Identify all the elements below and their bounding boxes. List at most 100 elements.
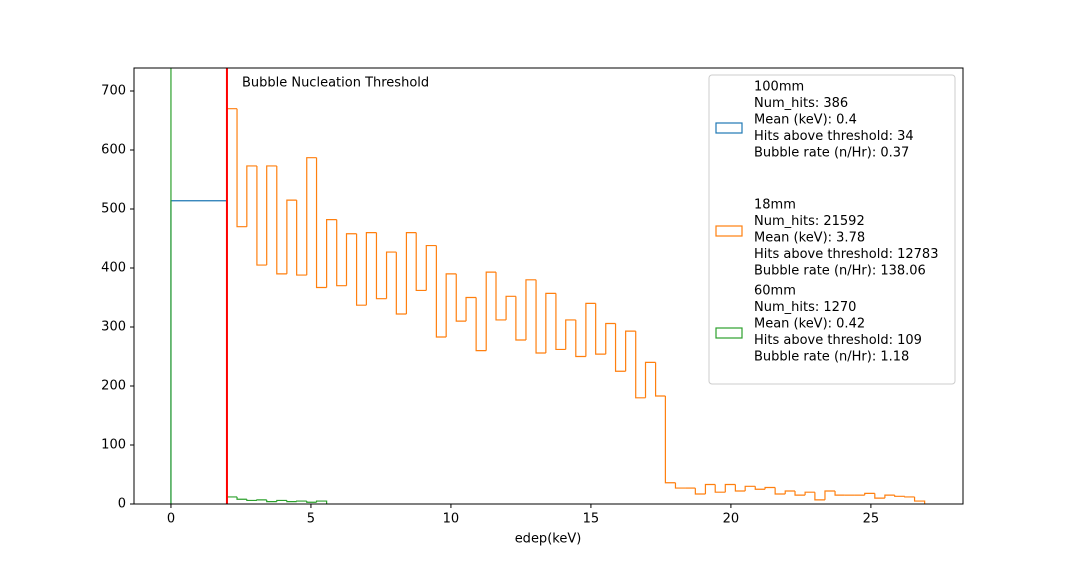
legend-stat: Bubble rate (n/Hr): 1.18	[754, 350, 909, 365]
histogram-bin	[495, 272, 507, 321]
histogram-bin	[595, 303, 606, 355]
legend-label: 100mm	[754, 80, 804, 95]
histogram-bin	[814, 492, 825, 501]
axes-frame	[133, 67, 964, 505]
histogram-bin	[724, 483, 736, 493]
legend-stat: Bubble rate (n/Hr): 0.37	[754, 146, 909, 161]
y-tick-label: 700	[101, 84, 126, 99]
histogram-bin	[525, 279, 537, 340]
y-tick-label: 200	[101, 379, 126, 394]
histogram-bin	[236, 496, 247, 500]
y-tick-label: 0	[118, 497, 126, 512]
legend-stat: Mean (keV): 0.4	[754, 113, 857, 128]
legend-stat: Mean (keV): 3.78	[754, 231, 865, 246]
histogram-bin	[674, 482, 686, 489]
histogram-bin	[286, 500, 297, 503]
histogram-bin	[425, 244, 437, 291]
histogram-bin	[170, 200, 228, 504]
histogram-bin	[644, 361, 656, 398]
histogram-bin	[170, 68, 172, 504]
histogram-bin	[704, 483, 716, 494]
histogram-bin	[256, 165, 267, 266]
histogram-bin	[246, 165, 257, 227]
histogram-bin	[565, 319, 576, 350]
histogram-bin	[345, 233, 357, 286]
histogram-bin	[435, 245, 447, 338]
x-tick-label: 20	[723, 512, 740, 527]
histogram-bin	[485, 271, 497, 351]
histogram-bin	[455, 273, 467, 322]
legend-stat: Bubble rate (n/Hr): 138.06	[754, 264, 926, 279]
histogram-bin	[754, 486, 766, 490]
histogram-bin	[744, 485, 756, 492]
histogram-bin	[306, 501, 317, 503]
histogram-bin	[475, 297, 487, 352]
histogram-bin	[326, 219, 337, 288]
x-tick-label: 15	[583, 512, 600, 527]
legend-swatch	[715, 327, 743, 339]
histogram-bin	[714, 484, 726, 493]
histogram-bin	[585, 302, 596, 357]
histogram-bin	[694, 488, 706, 495]
histogram-bin	[824, 490, 836, 500]
histogram-bin	[256, 499, 267, 501]
histogram-bin	[355, 233, 367, 306]
histogram-bin	[794, 491, 806, 496]
histogram-bin	[415, 232, 427, 292]
legend-stat: Num_hits: 21592	[754, 214, 865, 229]
histogram-bin	[385, 251, 397, 299]
histogram-bin	[266, 165, 277, 266]
histogram-bin	[296, 200, 307, 276]
y-tick-label: 300	[101, 320, 126, 335]
histogram-bin	[864, 492, 875, 496]
histogram-bin	[904, 496, 915, 498]
histogram-bin	[296, 500, 307, 502]
histogram-bin	[894, 495, 905, 497]
histogram-bin	[874, 493, 885, 499]
legend-stat: Mean (keV): 0.42	[754, 317, 865, 332]
histogram-bin	[625, 330, 636, 372]
x-tick-label: 25	[863, 512, 880, 527]
x-axis-label: edep(keV)	[515, 532, 582, 547]
histogram-bin	[505, 295, 516, 320]
histogram-bin	[555, 293, 566, 351]
histogram-bin	[654, 362, 666, 397]
histogram-bin	[764, 486, 776, 490]
histogram-bin	[236, 108, 247, 228]
x-tick-label: 0	[167, 512, 175, 527]
y-tick-label: 400	[101, 261, 126, 276]
legend-box	[708, 74, 956, 385]
histogram-bin	[226, 108, 238, 504]
histogram-bin	[614, 323, 626, 372]
histogram-bin	[545, 292, 556, 353]
histogram-bin	[266, 499, 277, 503]
histogram-bin	[784, 490, 796, 494]
histogram-bin	[306, 157, 317, 276]
histogram-bin	[315, 500, 328, 504]
histogram-bin	[395, 252, 407, 315]
histogram-bin	[664, 396, 676, 484]
histogram-bin	[834, 491, 845, 496]
histogram-bin	[804, 491, 815, 496]
histogram-bin	[445, 273, 457, 338]
legend-swatch	[715, 225, 743, 237]
histogram-bin	[276, 499, 287, 502]
plot-area	[170, 68, 926, 504]
histogram-bin	[635, 331, 646, 399]
histogram-bin	[226, 68, 238, 498]
legend-stat: Hits above threshold: 34	[754, 129, 914, 144]
histogram-bin	[336, 219, 347, 287]
legend-stat: Num_hits: 386	[754, 96, 848, 111]
x-tick-label: 10	[443, 512, 460, 527]
histogram-bin	[535, 279, 546, 354]
histogram-bin	[365, 232, 377, 306]
histogram-bin	[465, 296, 477, 322]
legend-stat: Hits above threshold: 109	[754, 333, 922, 348]
legend-label: 60mm	[754, 284, 796, 299]
legend-stat: Hits above threshold: 12783	[754, 247, 938, 262]
legend-swatch	[715, 122, 743, 134]
legend-stat: Num_hits: 1270	[754, 300, 856, 315]
histogram-bin	[276, 165, 287, 275]
